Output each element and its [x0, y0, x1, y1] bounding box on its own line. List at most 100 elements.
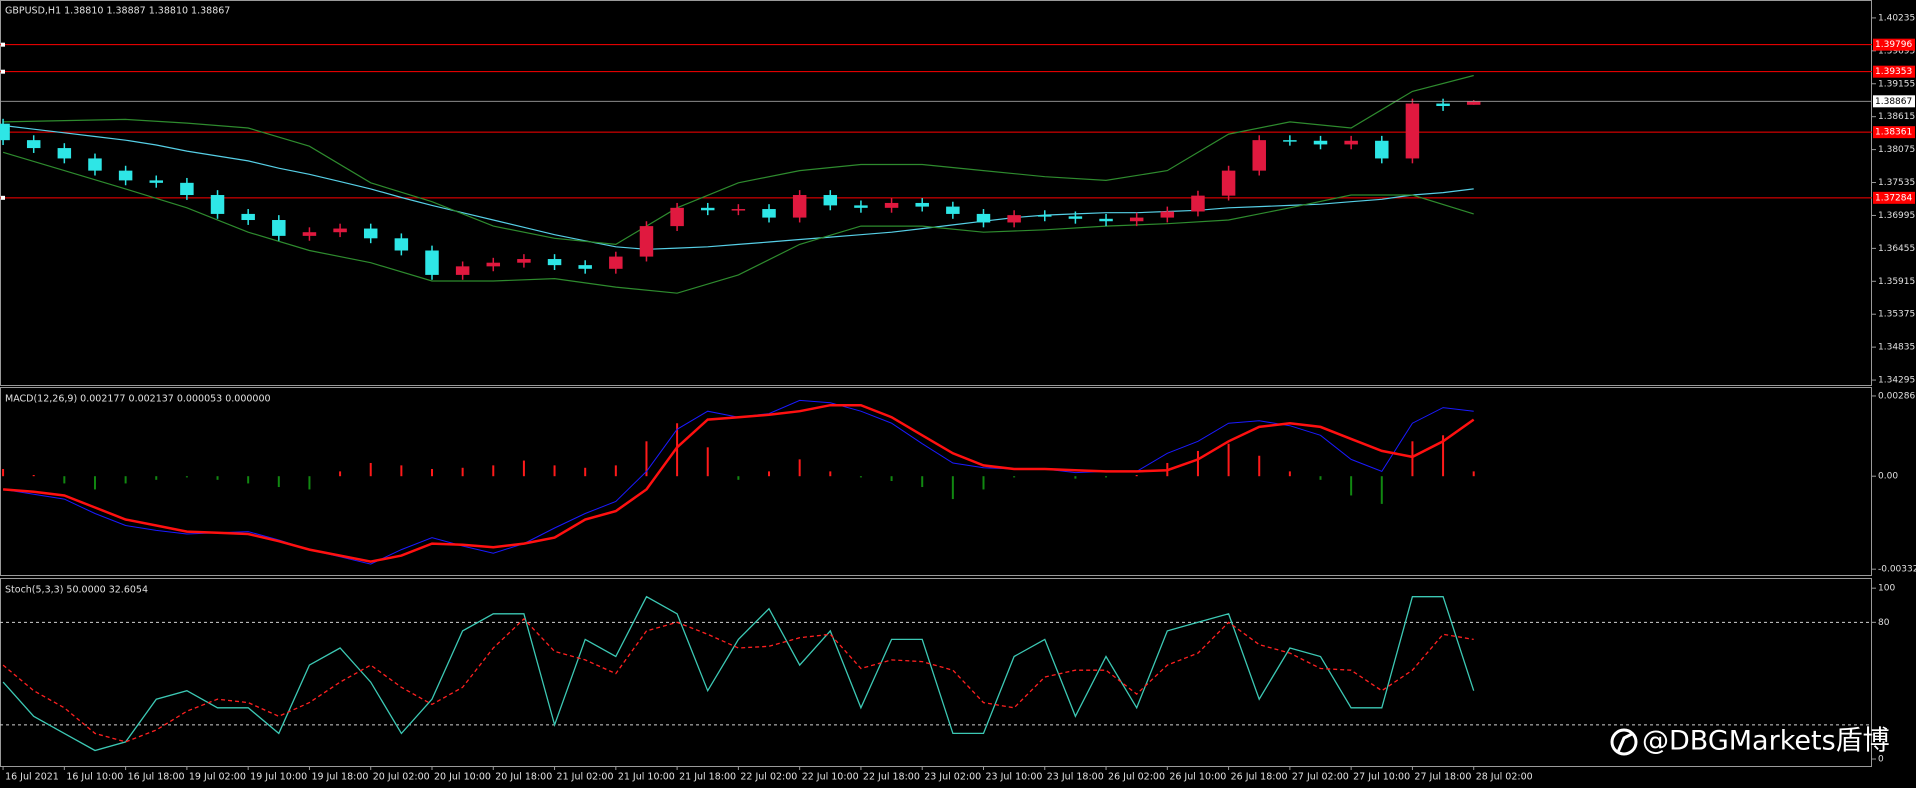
candle-body [57, 148, 72, 159]
level-tag-label: 1.39796 [1875, 40, 1912, 50]
candle-body [1007, 215, 1021, 223]
y-tick-label: 1.35375 [1878, 310, 1915, 320]
candle-body [1436, 103, 1450, 107]
candle-body [0, 123, 10, 141]
candle-body [333, 228, 347, 233]
candle-body [1221, 170, 1236, 196]
y-tick-label: 1.36995 [1878, 211, 1915, 221]
candle-body [609, 256, 623, 269]
y-tick-label: 1.36455 [1878, 244, 1915, 254]
candle-body [915, 202, 929, 207]
level-handle [1, 69, 5, 74]
x-tick-label: 19 Jul 18:00 [311, 772, 368, 783]
x-tick-label: 19 Jul 02:00 [189, 772, 246, 783]
indicator-line [3, 124, 1474, 250]
x-tick-label: 21 Jul 10:00 [618, 772, 675, 783]
x-tick-label: 16 Jul 18:00 [128, 772, 185, 783]
candle-body [670, 207, 684, 227]
candle-body [486, 262, 501, 267]
candle-body [1313, 140, 1328, 145]
level-tag [1873, 38, 1915, 51]
level-tag [1873, 126, 1915, 139]
candle-body [455, 266, 470, 275]
x-tick-label: 16 Jul 2021 [5, 772, 59, 783]
y-tick-label: 1.37535 [1878, 178, 1915, 188]
macd-panel-frame [0, 387, 1872, 576]
y-tick-label: 1.35915 [1878, 277, 1915, 287]
candle-body [272, 220, 286, 236]
main-panel-frame [0, 0, 1872, 386]
y-tick-label: 1.34835 [1878, 343, 1915, 353]
indicator-line [3, 74, 1474, 246]
last-price-tag [1873, 95, 1915, 108]
y-tick-label: 0 [1878, 755, 1884, 765]
y-tick-label: 0.00 [1878, 472, 1898, 482]
y-tick-label: 1.40235 [1878, 13, 1915, 23]
candle-body [731, 209, 746, 211]
level-handle [1, 42, 5, 47]
x-tick-label: 23 Jul 10:00 [985, 772, 1042, 783]
candle-body [180, 182, 194, 196]
x-tick-label: 26 Jul 02:00 [1108, 772, 1165, 783]
candle-body [241, 213, 255, 221]
watermark-icon-stroke [1616, 732, 1633, 753]
x-tick-label: 21 Jul 02:00 [557, 772, 614, 783]
candle-body [1466, 101, 1481, 105]
watermark-text: @DBGMarkets盾博 [1642, 726, 1890, 757]
candle-body [149, 180, 163, 183]
candle-body [88, 158, 102, 171]
y-tick-label: 1.38615 [1878, 112, 1915, 122]
last-price-label: 1.38867 [1875, 97, 1912, 107]
level-tag-label: 1.39353 [1875, 67, 1912, 77]
y-tick-label: 1.39155 [1878, 79, 1915, 89]
x-tick-label: 21 Jul 18:00 [679, 772, 736, 783]
panel-title: GBPUSD,H1 1.38810 1.38887 1.38810 1.3886… [5, 6, 230, 17]
candle-body [578, 265, 592, 269]
candle-body [1283, 140, 1297, 142]
x-tick-label: 20 Jul 10:00 [434, 772, 491, 783]
candle-body [118, 170, 133, 181]
x-tick-label: 16 Jul 10:00 [66, 772, 123, 783]
x-tick-label: 26 Jul 10:00 [1169, 772, 1226, 783]
level-tag [1873, 65, 1915, 78]
candle-body [1068, 216, 1083, 219]
candle-body [946, 206, 960, 214]
indicator-line [2, 151, 1474, 294]
indicator-line [2, 617, 1474, 743]
x-tick-label: 22 Jul 02:00 [740, 772, 797, 783]
y-tick-label: 1.34295 [1878, 376, 1915, 386]
y-tick-label: 1.39695 [1878, 46, 1915, 56]
candle-body [1191, 195, 1205, 212]
panel-title: MACD(12,26,9) 0.002177 0.002137 0.000053… [5, 394, 271, 405]
stoch-panel-frame [0, 578, 1872, 767]
candle-body [1038, 215, 1052, 217]
candle-body [210, 195, 225, 214]
x-tick-label: 23 Jul 02:00 [924, 772, 981, 783]
x-tick-label: 28 Jul 02:00 [1476, 772, 1533, 783]
candle-body [547, 259, 562, 266]
x-tick-label: 19 Jul 10:00 [250, 772, 307, 783]
y-tick-label: 100 [1878, 584, 1895, 594]
candle-body [302, 232, 317, 236]
candle-body [792, 195, 807, 218]
y-tick-label: 80 [1878, 618, 1890, 628]
x-tick-label: 27 Jul 10:00 [1353, 772, 1410, 783]
x-tick-label: 27 Jul 18:00 [1414, 772, 1471, 783]
level-handle [1, 195, 5, 200]
x-tick-label: 26 Jul 18:00 [1231, 772, 1288, 783]
indicator-line [3, 403, 1475, 563]
candle-body [884, 202, 899, 208]
candle-body [854, 205, 868, 208]
candle-body [976, 213, 991, 223]
level-tag-label: 1.37284 [1875, 193, 1912, 203]
y-tick-label: 1.38075 [1878, 145, 1915, 155]
x-tick-label: 27 Jul 02:00 [1292, 772, 1349, 783]
candle-body [1160, 211, 1175, 218]
candle-body [1252, 140, 1266, 171]
candle-body [1405, 103, 1420, 159]
candle-body [425, 250, 439, 275]
candle-body [823, 195, 838, 206]
candle-body [1129, 217, 1144, 222]
